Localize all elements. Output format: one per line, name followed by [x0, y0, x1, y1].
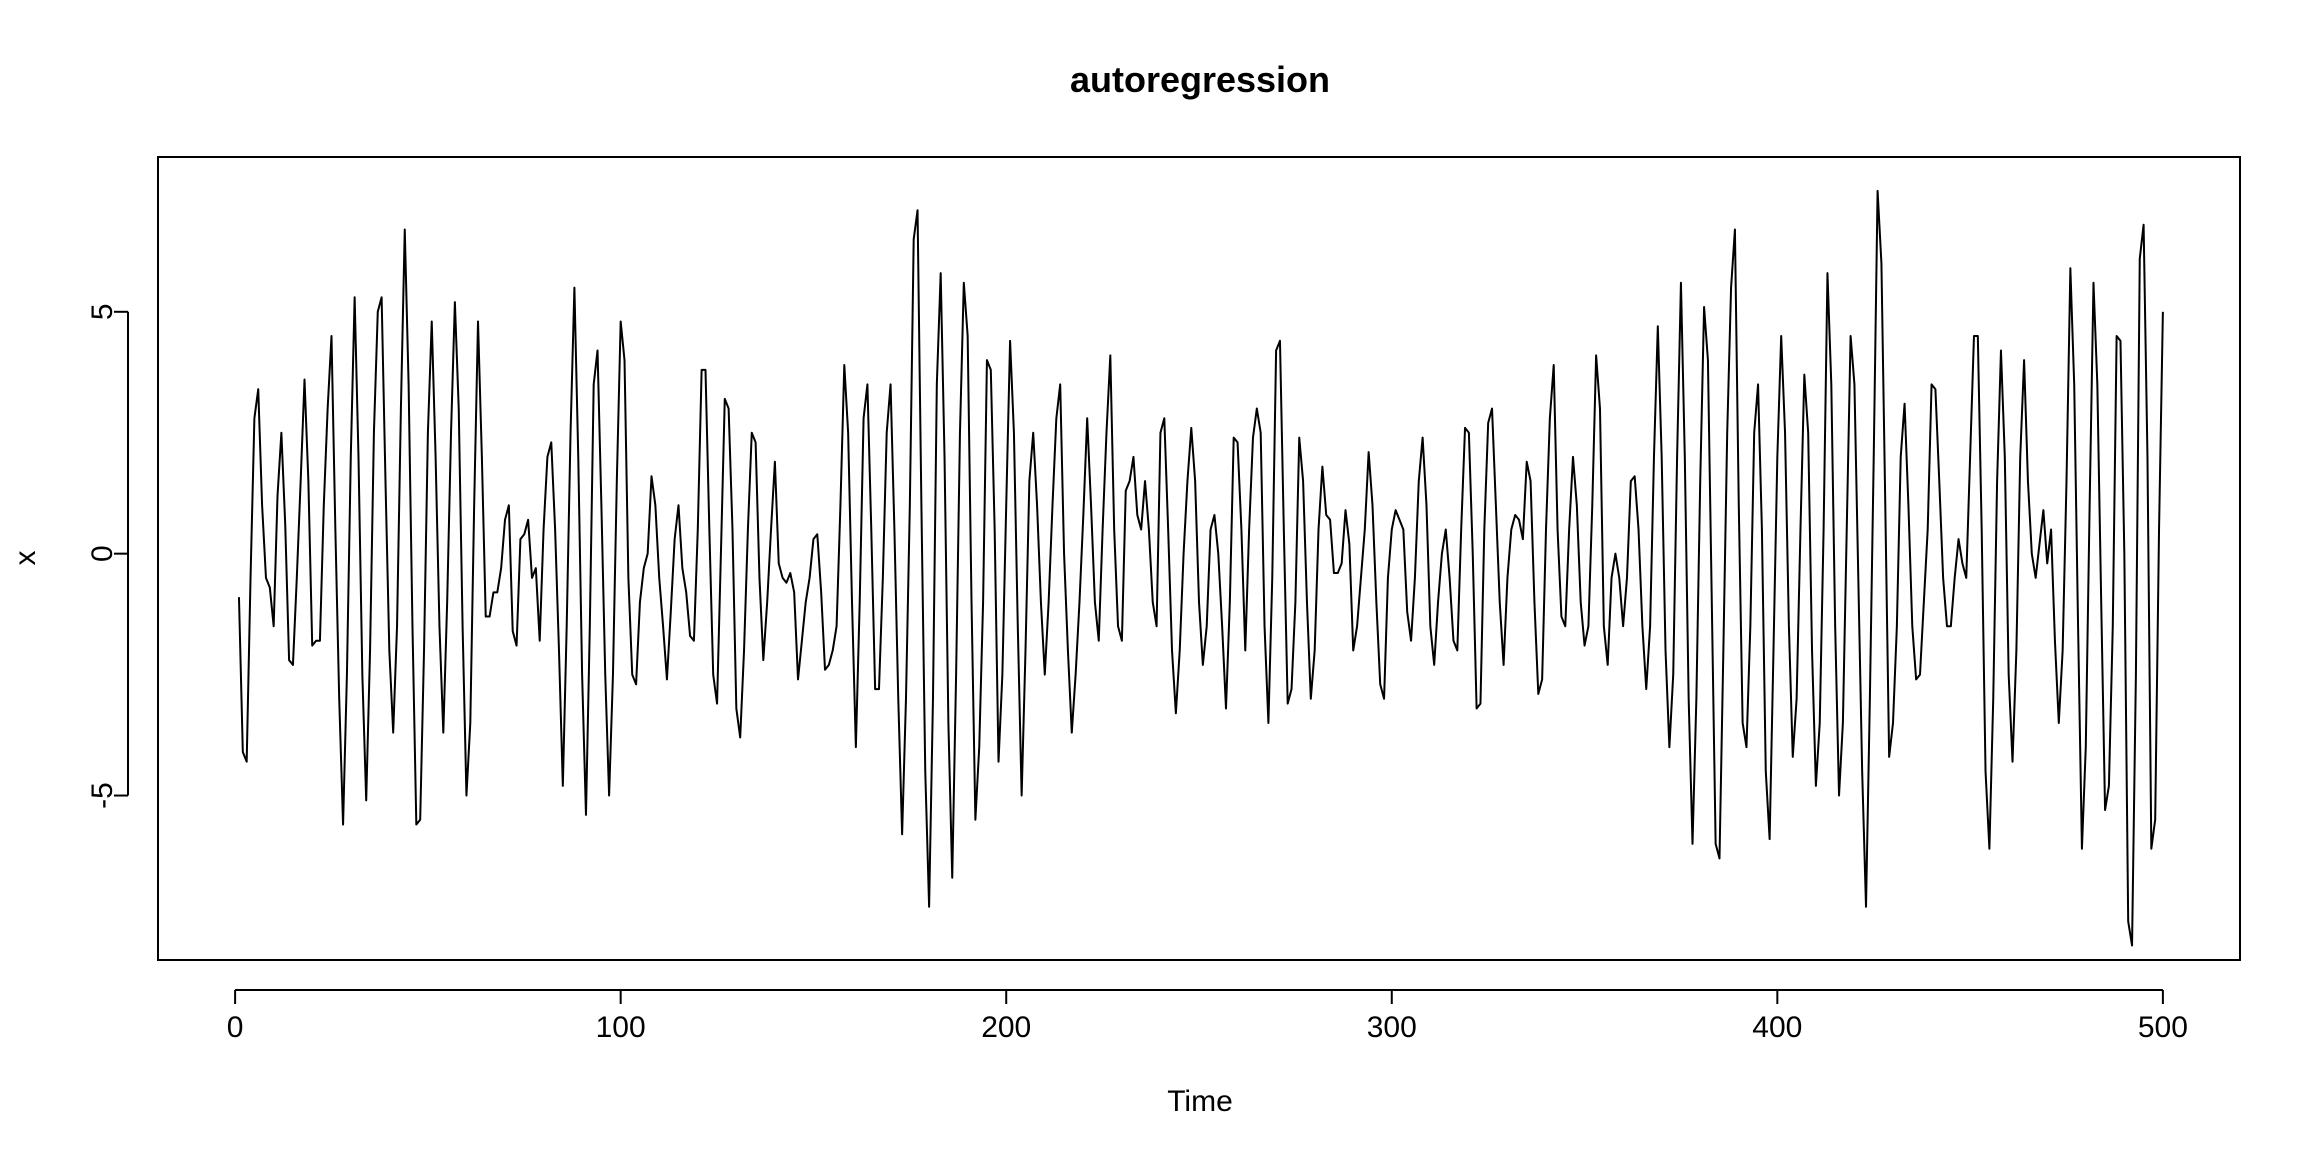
plot-frame: [157, 156, 2241, 961]
x-axis: 0 100 200 300 400 500: [227, 989, 2188, 1044]
y-tick-label: 5: [86, 303, 119, 320]
x-tick-label: 500: [2138, 1011, 2188, 1044]
x-axis-label: Time: [1167, 1085, 1233, 1118]
y-tick-label: -5: [86, 782, 119, 809]
x-tick-label: 300: [1367, 1011, 1417, 1044]
x-tick-label: 100: [596, 1011, 646, 1044]
y-axis: -5 0 5: [86, 303, 129, 809]
chart-title: autoregression: [1070, 59, 1330, 100]
x-tick-label: 200: [981, 1011, 1031, 1044]
x-tick-label: 400: [1752, 1011, 1802, 1044]
y-tick-label: 0: [86, 545, 119, 562]
series-line-x: [237, 189, 2164, 947]
x-tick-label: 0: [227, 1011, 244, 1044]
y-axis-label: x: [9, 551, 42, 566]
